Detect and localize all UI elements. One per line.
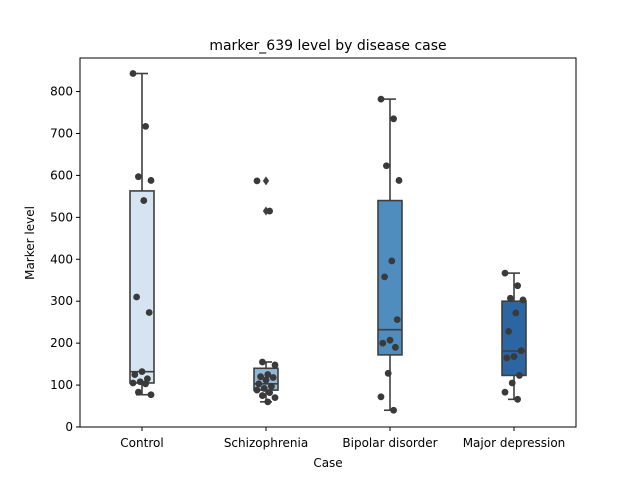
data-point [510, 353, 518, 360]
data-point [259, 358, 266, 366]
data-point [147, 177, 155, 184]
y-axis: 0 100 200 300 400 500 600 700 800 [50, 85, 80, 434]
x-tick-label: Major depression [463, 436, 566, 450]
x-axis: Control Schizophrenia Bipolar disorder Majo… [120, 427, 565, 450]
data-point [514, 282, 521, 290]
data-point [260, 385, 268, 392]
data-point [264, 371, 272, 378]
data-point [501, 388, 509, 396]
data-point [383, 162, 390, 170]
data-point [516, 372, 523, 379]
data-point [507, 294, 514, 302]
data-point [135, 173, 142, 181]
point-group [253, 177, 279, 406]
y-tick-label: 700 [50, 126, 73, 140]
y-tick-label: 400 [50, 252, 73, 266]
data-point [505, 327, 512, 335]
y-axis-label: Marker level [23, 206, 37, 280]
data-point [268, 382, 275, 390]
plot-layer [129, 70, 527, 414]
data-point [381, 273, 388, 281]
x-tick-label: Schizophrenia [224, 436, 308, 450]
data-point [253, 386, 261, 394]
data-point [135, 388, 142, 396]
box-group [377, 98, 403, 412]
data-point [514, 395, 521, 403]
data-point [133, 293, 141, 301]
y-tick-label: 200 [50, 336, 73, 350]
data-point [259, 392, 266, 399]
chart-title: marker_639 level by disease case [209, 38, 446, 54]
x-axis-label: Case [313, 456, 342, 470]
y-tick-label: 300 [50, 294, 73, 308]
data-point [145, 309, 153, 316]
data-point [129, 379, 137, 387]
point-group [129, 70, 155, 399]
data-point [508, 379, 516, 387]
data-point [255, 380, 263, 388]
plot-frame [79, 57, 577, 428]
y-tick-label: 100 [50, 378, 73, 392]
data-point [269, 374, 277, 381]
data-point [138, 368, 146, 376]
data-point [262, 376, 270, 384]
data-point [271, 394, 279, 402]
data-point [377, 393, 385, 401]
data-point [519, 296, 527, 304]
data-point [136, 378, 144, 386]
data-point [140, 197, 148, 204]
box-group [129, 72, 155, 396]
point-group [501, 269, 527, 403]
data-point [129, 70, 137, 77]
y-tick-label: 500 [50, 210, 73, 224]
y-tick-label: 800 [50, 85, 73, 99]
x-tick-label: Control [120, 436, 163, 450]
data-point [253, 177, 261, 185]
data-point [503, 354, 511, 362]
data-point [147, 391, 155, 399]
outlier-marker [262, 176, 270, 186]
data-point [257, 373, 264, 381]
data-point [386, 336, 394, 344]
y-tick-label: 600 [50, 168, 73, 182]
data-point [392, 343, 399, 351]
data-point [501, 269, 509, 277]
data-point [142, 122, 150, 130]
data-point [264, 398, 272, 406]
data-point [377, 95, 385, 103]
data-point [517, 347, 525, 355]
data-point [266, 207, 273, 215]
y-tick-label: 0 [65, 420, 73, 434]
box-iqr [129, 190, 155, 384]
data-point [266, 389, 273, 397]
outlier-marker [262, 206, 270, 216]
point-group [377, 95, 403, 414]
data-point [379, 339, 387, 347]
data-point [131, 371, 139, 378]
data-point [390, 115, 397, 123]
x-tick-label: Bipolar disorder [342, 436, 437, 450]
data-point [142, 380, 150, 388]
data-point [384, 369, 392, 377]
data-point [388, 257, 396, 265]
data-point [271, 361, 279, 369]
data-point [395, 177, 403, 184]
data-point [393, 316, 401, 324]
data-point [390, 406, 397, 414]
data-point [512, 309, 520, 317]
